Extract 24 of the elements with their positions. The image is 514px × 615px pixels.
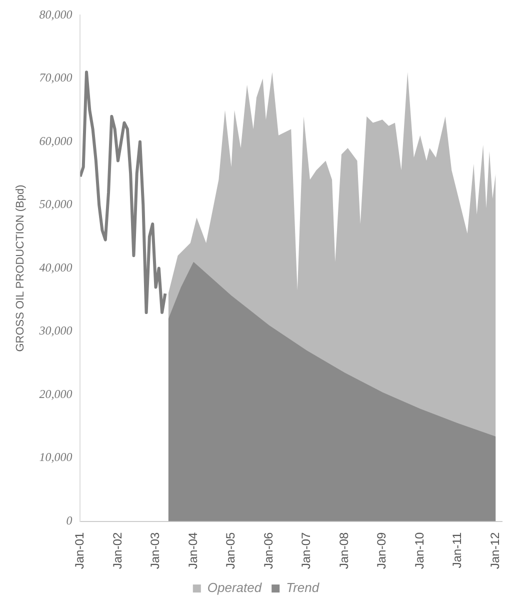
x-tick-label: Jan-11 — [450, 532, 464, 568]
x-tick-label: Jan-03 — [148, 532, 162, 570]
y-tick-label: 0 — [66, 513, 72, 528]
x-tick-label: Jan-05 — [224, 532, 238, 570]
x-tick-label: Jan-06 — [261, 532, 276, 570]
x-tick-label: Jan-07 — [299, 532, 314, 570]
y-tick-label: 40,000 — [39, 260, 72, 274]
x-tick-label: Jan-01 — [72, 532, 87, 570]
y-axis-title: GROSS OIL PRODUCTION (Bpd) — [14, 184, 27, 352]
y-tick-label: 50,000 — [39, 197, 72, 212]
x-tick-label: Jan-08 — [336, 532, 351, 570]
x-tick-label: Jan-12 — [488, 532, 502, 570]
legend-label: Operated — [207, 580, 262, 596]
x-tick-label: Jan-04 — [186, 532, 200, 570]
y-tick-label: 10,000 — [39, 450, 72, 464]
legend-label: Trend — [286, 580, 320, 596]
y-tick-label: 80,000 — [39, 7, 72, 22]
y-tick-label: 60,000 — [39, 134, 72, 148]
y-tick-label: 20,000 — [39, 386, 72, 401]
x-tick-label: Jan-02 — [110, 532, 124, 570]
x-tick-label: Jan-10 — [412, 532, 426, 570]
y-tick-label: 70,000 — [39, 70, 72, 85]
x-tick-label: Jan-09 — [374, 532, 389, 570]
y-tick-label: 30,000 — [38, 324, 72, 338]
